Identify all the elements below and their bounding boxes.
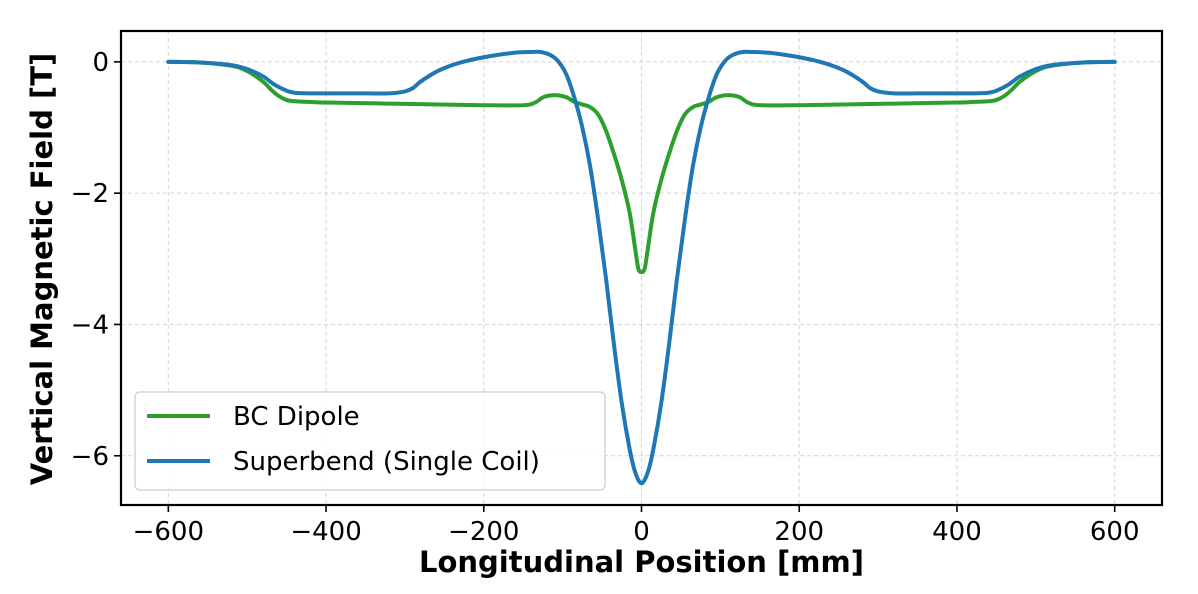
y-axis-title: Vertical Magnetic Field [T] [25,53,59,486]
tick-layer: −600 −400 −200 0 200 400 600 0 −2 −4 −6 [71,48,1140,547]
series-layer [166,49,1117,486]
x-tick-label: 0 [633,517,650,547]
y-tick-label: 0 [92,48,109,78]
series-line-bc-dipole [166,59,1117,274]
series-line-superbend [166,49,1117,486]
y-tick-label: −4 [71,310,109,340]
legend-label-superbend: Superbend (Single Coil) [233,447,540,477]
x-tick-label: 200 [774,517,824,547]
y-tick-label: −2 [71,179,109,209]
x-axis-title: Longitudinal Position [mm] [419,545,864,579]
x-tick-label: −600 [133,517,204,547]
legend: BC Dipole Superbend (Single Coil) [134,391,606,491]
y-tick-label: −6 [71,442,109,472]
x-tick-label: −200 [448,517,519,547]
x-tick-label: 600 [1090,517,1140,547]
legend-label-bc-dipole: BC Dipole [233,402,360,432]
x-tick-label: 400 [932,517,982,547]
legend-box [134,391,606,491]
x-tick-label: −400 [290,517,361,547]
